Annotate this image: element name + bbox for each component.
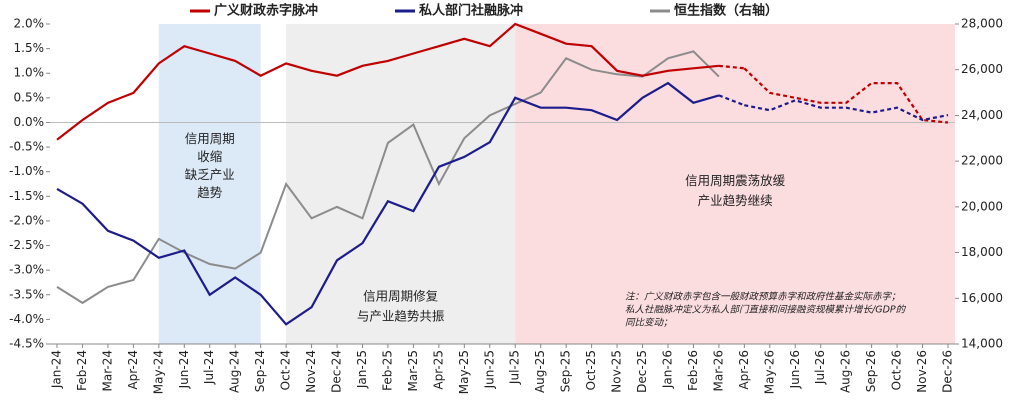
x-tick-label: Aug-24 xyxy=(228,350,242,393)
y-tick-label: -4.0% xyxy=(9,312,44,326)
x-tick-label: Mar-24 xyxy=(100,350,114,391)
region-label: 信用周期修复 xyxy=(363,289,439,304)
line-connector xyxy=(718,64,745,70)
x-tick-label: Jun-24 xyxy=(177,350,191,389)
x-tick-label: Aug-26 xyxy=(839,350,853,393)
y-tick-label: -2.0% xyxy=(9,213,44,227)
x-tick-label: Apr-24 xyxy=(126,350,140,390)
x-tick-label: Dec-26 xyxy=(941,350,955,393)
x-tick-label: Jan-24 xyxy=(50,350,64,389)
shaded-region xyxy=(158,24,261,344)
region-label: 产业趋势继续 xyxy=(698,193,773,208)
y2-tick-label: 24,000 xyxy=(961,108,1003,122)
y-tick-label: -0.5% xyxy=(9,140,44,154)
y2-tick-label: 20,000 xyxy=(961,199,1003,213)
region-label: 信用周期震荡放缓 xyxy=(685,173,786,188)
x-tick-label: Sep-24 xyxy=(253,350,267,392)
y-tick-label: 2.0% xyxy=(14,17,45,31)
x-tick-label: Apr-26 xyxy=(737,350,751,390)
x-tick-label: Jun-26 xyxy=(788,350,802,389)
region-label: 信用周期 xyxy=(185,131,235,146)
x-tick-label: Aug-25 xyxy=(533,350,547,393)
legend-label: 私人部门社融脉冲 xyxy=(419,3,523,19)
x-tick-label: Jan-26 xyxy=(660,350,674,389)
y2-tick-label: 28,000 xyxy=(961,17,1003,31)
x-tick-label: Mar-26 xyxy=(711,350,725,391)
x-tick-label: Oct-25 xyxy=(584,350,598,390)
series-line-forecast xyxy=(743,67,949,124)
note: 注：广义财政赤字包含一般财政预算赤字和政府性基金实际赤字； xyxy=(625,291,901,303)
x-tick-label: May-26 xyxy=(762,350,776,394)
x-tick-label: Mar-25 xyxy=(406,350,420,391)
series-line xyxy=(56,50,720,305)
region-label: 与产业趋势共振 xyxy=(357,309,445,324)
x-tick-label: May-25 xyxy=(457,350,471,394)
x-tick-label: May-24 xyxy=(151,350,165,394)
series-line xyxy=(56,22,720,141)
shaded-region xyxy=(286,24,516,344)
region-label: 缺乏产业 xyxy=(185,167,235,182)
y-tick-label: -3.5% xyxy=(9,287,44,301)
y-tick-label: 0.0% xyxy=(14,115,45,129)
x-tick-label: Sep-25 xyxy=(559,350,573,392)
x-tick-label: Nov-26 xyxy=(915,350,929,393)
x-tick-label: Jul-26 xyxy=(813,350,827,385)
x-tick-label: Nov-24 xyxy=(304,350,318,393)
x-tick-label: Oct-26 xyxy=(890,350,904,390)
legend-label: 广义财政赤字脉冲 xyxy=(214,3,318,19)
line-connector xyxy=(718,94,745,107)
note: 私人社融脉冲定义为私人部门直接和间接融资规模累计增长/GDP的 xyxy=(625,304,907,316)
x-tick-label: Jul-24 xyxy=(202,350,216,385)
y-tick-label: -3.0% xyxy=(9,263,44,277)
y-tick-label: 1.0% xyxy=(14,66,45,80)
legend-label: 恒生指数（右轴） xyxy=(674,3,778,19)
series-line xyxy=(56,81,720,326)
shaded-region xyxy=(515,24,955,344)
y-tick-label: 1.5% xyxy=(14,41,45,55)
region-label: 收缩 xyxy=(197,149,222,164)
x-tick-label: Feb-26 xyxy=(686,350,700,391)
y2-tick-label: 14,000 xyxy=(961,337,1003,351)
series-line-forecast xyxy=(744,99,949,122)
x-tick-label: Oct-24 xyxy=(279,350,293,390)
y-tick-label: 0.5% xyxy=(14,90,45,104)
x-tick-label: Sep-26 xyxy=(864,350,878,392)
y-tick-label: -4.5% xyxy=(9,337,44,351)
region-label: 趋势 xyxy=(197,185,223,200)
x-tick-label: Feb-24 xyxy=(75,350,89,391)
y2-tick-label: 22,000 xyxy=(961,154,1003,168)
x-tick-label: Jul-25 xyxy=(508,350,522,385)
y-tick-label: -1.5% xyxy=(9,189,44,203)
x-tick-label: Apr-25 xyxy=(431,350,445,390)
x-tick-label: Jan-25 xyxy=(355,350,369,389)
y-tick-label: -1.0% xyxy=(9,164,44,178)
y-tick-label: -2.5% xyxy=(9,238,44,252)
x-tick-label: Feb-25 xyxy=(380,350,394,391)
y2-tick-label: 18,000 xyxy=(961,245,1003,259)
y2-tick-label: 26,000 xyxy=(961,62,1003,76)
x-tick-label: Dec-24 xyxy=(330,350,344,393)
x-tick-label: Jun-25 xyxy=(482,350,496,389)
y2-tick-label: 16,000 xyxy=(961,291,1003,305)
x-tick-label: Nov-25 xyxy=(610,350,624,393)
note: 同比变动； xyxy=(625,317,673,329)
x-tick-label: Dec-25 xyxy=(635,350,649,393)
